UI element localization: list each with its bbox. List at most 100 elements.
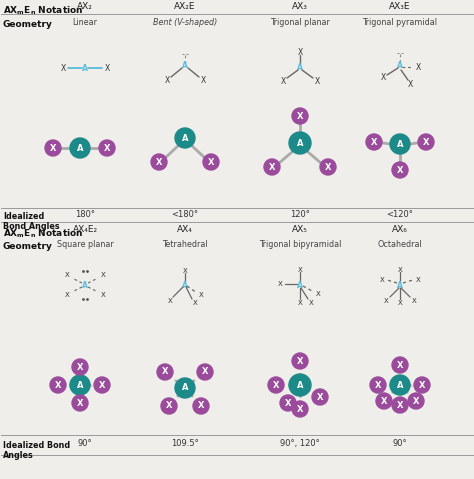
Text: X: X bbox=[371, 137, 377, 147]
Text: X: X bbox=[77, 363, 83, 372]
Text: X: X bbox=[164, 76, 170, 84]
Text: AX₂: AX₂ bbox=[77, 2, 93, 11]
Text: A: A bbox=[182, 281, 188, 289]
Text: X: X bbox=[415, 62, 420, 71]
Text: X: X bbox=[298, 267, 302, 273]
Text: X: X bbox=[297, 112, 303, 121]
Circle shape bbox=[392, 162, 408, 178]
Text: AX₆: AX₆ bbox=[392, 225, 408, 234]
Text: $\mathbf{AX_mE_n}$ Notation: $\mathbf{AX_mE_n}$ Notation bbox=[3, 227, 83, 240]
Circle shape bbox=[45, 140, 61, 156]
Circle shape bbox=[175, 128, 195, 148]
Text: A: A bbox=[82, 281, 88, 289]
Text: X: X bbox=[325, 162, 331, 171]
Text: X: X bbox=[398, 300, 402, 306]
Circle shape bbox=[157, 364, 173, 380]
Text: 90°: 90° bbox=[392, 439, 407, 448]
Text: X: X bbox=[55, 380, 61, 389]
Text: X: X bbox=[413, 397, 419, 406]
Circle shape bbox=[366, 134, 382, 150]
Text: X: X bbox=[273, 380, 279, 389]
Text: 180°: 180° bbox=[75, 210, 95, 219]
Text: X: X bbox=[281, 77, 286, 85]
Text: AX₄E₂: AX₄E₂ bbox=[73, 225, 98, 234]
Text: X: X bbox=[314, 77, 319, 85]
Text: X: X bbox=[208, 158, 214, 167]
Text: Geometry: Geometry bbox=[3, 20, 53, 29]
Circle shape bbox=[414, 377, 430, 393]
Circle shape bbox=[376, 393, 392, 409]
Circle shape bbox=[320, 159, 336, 175]
Text: Trigonal pyramidal: Trigonal pyramidal bbox=[363, 18, 438, 27]
Text: A: A bbox=[397, 281, 403, 289]
Text: X: X bbox=[317, 392, 323, 401]
Text: X: X bbox=[104, 64, 109, 72]
Circle shape bbox=[197, 364, 213, 380]
Text: A: A bbox=[182, 384, 188, 392]
Text: X: X bbox=[198, 401, 204, 411]
Text: <120°: <120° bbox=[387, 210, 413, 219]
Circle shape bbox=[292, 108, 308, 124]
Text: AX₂E: AX₂E bbox=[174, 2, 196, 11]
Text: X: X bbox=[285, 399, 291, 408]
Circle shape bbox=[50, 377, 66, 393]
Text: X: X bbox=[297, 404, 303, 413]
Text: X: X bbox=[168, 298, 173, 304]
Text: X: X bbox=[381, 397, 387, 406]
Text: X: X bbox=[397, 361, 403, 369]
Circle shape bbox=[392, 357, 408, 373]
Text: A: A bbox=[182, 60, 188, 69]
Text: $\mathbf{AX_mE_n}$ Notation: $\mathbf{AX_mE_n}$ Notation bbox=[3, 4, 83, 16]
Text: X: X bbox=[182, 268, 187, 274]
Text: X: X bbox=[380, 277, 384, 283]
Text: Trigonal bipyramidal: Trigonal bipyramidal bbox=[259, 240, 341, 249]
Circle shape bbox=[418, 134, 434, 150]
Text: A: A bbox=[297, 281, 303, 289]
Text: Idealized
Bond Angles: Idealized Bond Angles bbox=[3, 212, 60, 231]
Text: 90°: 90° bbox=[78, 439, 92, 448]
Text: X: X bbox=[99, 380, 105, 389]
Text: X: X bbox=[375, 380, 381, 389]
Circle shape bbox=[390, 375, 410, 395]
Circle shape bbox=[408, 393, 424, 409]
Text: A: A bbox=[77, 380, 83, 389]
Text: AX₃: AX₃ bbox=[292, 2, 308, 11]
Text: X: X bbox=[309, 300, 313, 306]
Text: Tetrahedral: Tetrahedral bbox=[162, 240, 208, 249]
Text: X: X bbox=[407, 80, 413, 89]
Text: X: X bbox=[278, 281, 283, 287]
Text: A: A bbox=[297, 62, 303, 71]
Text: AX₅: AX₅ bbox=[292, 225, 308, 234]
Text: AX₄: AX₄ bbox=[177, 225, 193, 234]
Text: X: X bbox=[298, 300, 302, 306]
Circle shape bbox=[99, 140, 115, 156]
Text: X: X bbox=[411, 298, 416, 304]
Text: X: X bbox=[297, 356, 303, 365]
Text: Idealized Bond
Angles: Idealized Bond Angles bbox=[3, 441, 70, 460]
Text: Square planar: Square planar bbox=[56, 240, 113, 249]
Text: A: A bbox=[182, 134, 188, 142]
Text: X: X bbox=[100, 292, 105, 298]
Circle shape bbox=[72, 395, 88, 411]
Text: X: X bbox=[380, 72, 386, 81]
Text: A: A bbox=[397, 139, 403, 148]
Circle shape bbox=[292, 401, 308, 417]
Text: Geometry: Geometry bbox=[3, 242, 53, 251]
Text: A: A bbox=[82, 64, 88, 72]
Circle shape bbox=[161, 398, 177, 414]
Text: X: X bbox=[166, 401, 172, 411]
Text: Octahedral: Octahedral bbox=[378, 240, 422, 249]
Circle shape bbox=[289, 374, 311, 396]
Text: Linear: Linear bbox=[73, 18, 98, 27]
Text: X: X bbox=[201, 76, 206, 84]
Text: Bent (V-shaped): Bent (V-shaped) bbox=[153, 18, 217, 27]
Circle shape bbox=[289, 132, 311, 154]
Text: X: X bbox=[77, 399, 83, 408]
Text: X: X bbox=[398, 267, 402, 273]
Text: X: X bbox=[100, 272, 105, 278]
Text: X: X bbox=[50, 144, 56, 152]
Circle shape bbox=[203, 154, 219, 170]
Text: X: X bbox=[156, 158, 162, 167]
Text: X: X bbox=[383, 298, 388, 304]
Text: X: X bbox=[64, 292, 69, 298]
